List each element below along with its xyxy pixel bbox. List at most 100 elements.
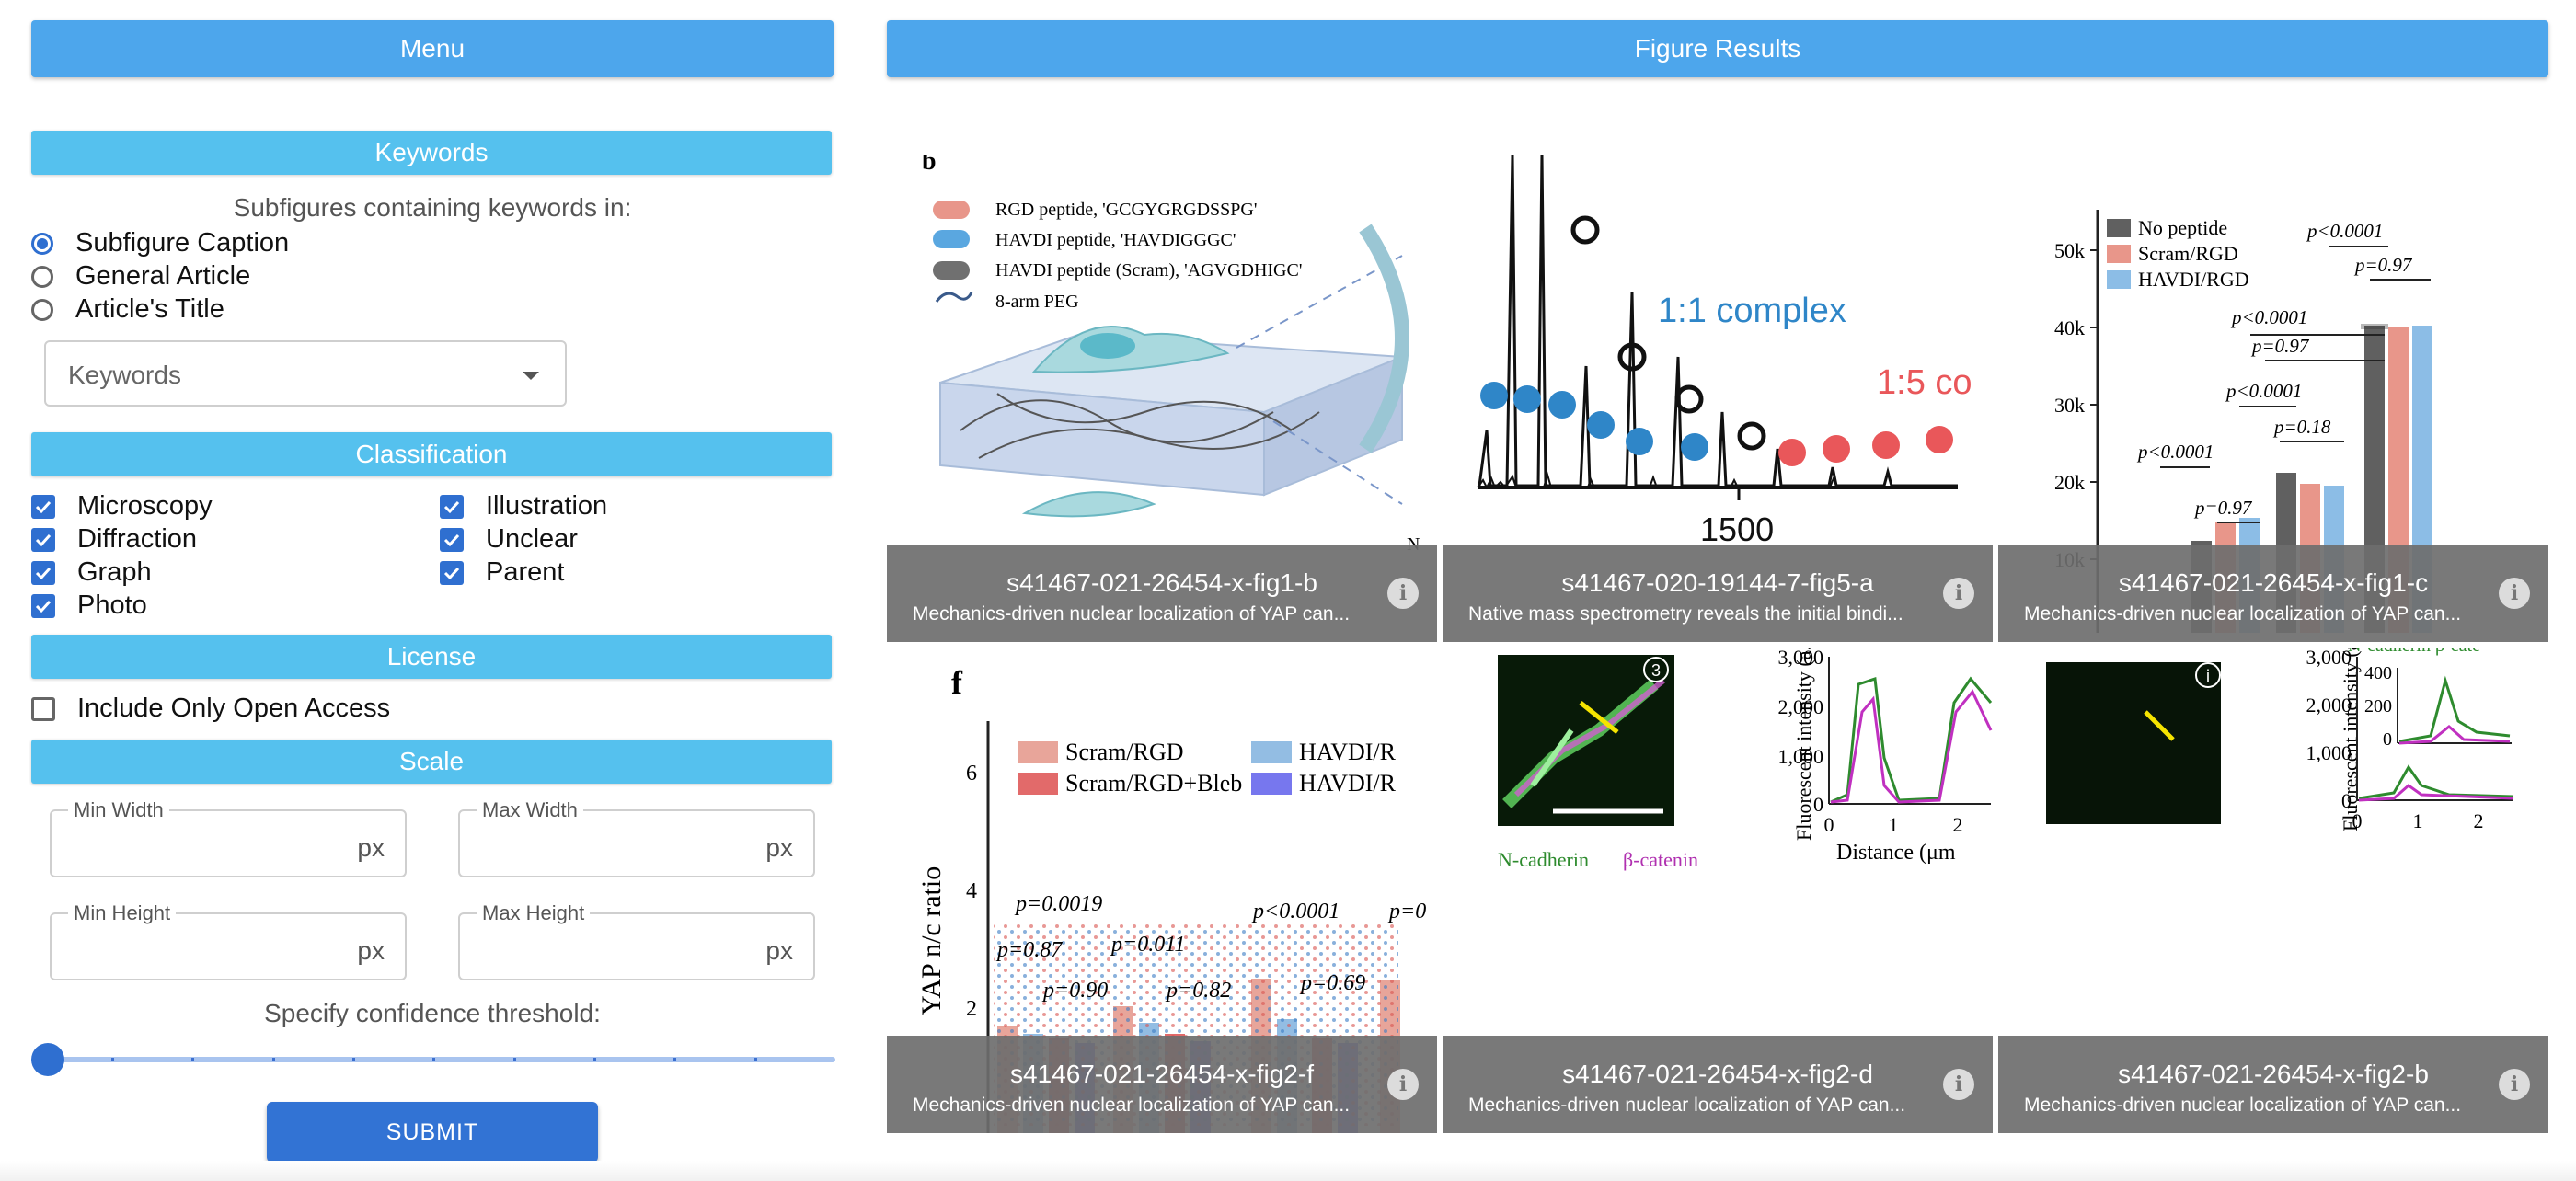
info-icon[interactable]: i bbox=[1943, 1069, 1974, 1100]
checkbox-checked-icon[interactable] bbox=[31, 593, 55, 618]
scale-heading: Scale bbox=[398, 747, 465, 775]
checkbox-label: Graph bbox=[77, 557, 152, 587]
checkbox-checked-icon[interactable] bbox=[440, 527, 464, 552]
zoom-circle bbox=[1359, 224, 1409, 453]
legend-label: Scram/RGD bbox=[2138, 242, 2238, 265]
radio-general-article[interactable]: General Article bbox=[31, 261, 250, 292]
caption-bar: s41467-020-19144-7-fig5-a Native mass sp… bbox=[1443, 545, 1993, 642]
submit-button[interactable]: SUBMIT bbox=[267, 1102, 598, 1163]
badge-circle bbox=[2195, 662, 2221, 688]
checkbox-parent[interactable]: Parent bbox=[440, 557, 564, 588]
zoom-line bbox=[1236, 255, 1403, 505]
confidence-label: Specify confidence threshold: bbox=[264, 999, 601, 1027]
channel-label: β-catenin bbox=[1623, 848, 1698, 871]
keywords-subtitle: Subfigures containing keywords in: bbox=[233, 193, 632, 222]
figure-card[interactable]: b RGD peptide, 'GCGYGRGDSSPG' HAVDI pept… bbox=[887, 155, 1437, 642]
checkbox-open-access[interactable]: Include Only Open Access bbox=[31, 694, 390, 724]
peak-marker bbox=[1778, 439, 1806, 466]
p-value-label: p=0.0019 bbox=[1014, 892, 1102, 916]
keywords-select[interactable]: Keywords bbox=[44, 340, 567, 407]
p-value-label: p=0.97 bbox=[2250, 335, 2310, 357]
p-value-label: p<0.0001 bbox=[2306, 220, 2383, 242]
info-icon[interactable]: i bbox=[1943, 578, 1974, 609]
caption-bar: s41467-021-26454-x-fig2-d Mechanics-driv… bbox=[1443, 1036, 1993, 1133]
legend-swatch bbox=[2107, 245, 2131, 263]
figure-card[interactable]: 1:1 complex 1:5 co 1500 s41467-020-19144… bbox=[1443, 155, 1993, 642]
radio-unchecked-icon[interactable] bbox=[31, 298, 53, 321]
figure-card[interactable]: 3 N-cadherin β-catenin Fluorescent inten… bbox=[1443, 648, 1993, 1133]
figure-id: s41467-021-26454-x-fig2-f bbox=[1010, 1060, 1314, 1088]
p-value-label: p=0.18 bbox=[2272, 416, 2331, 438]
intensity-line bbox=[2358, 784, 2514, 802]
checkbox-checked-icon[interactable] bbox=[31, 560, 55, 585]
legend-swatch bbox=[2107, 270, 2131, 289]
checkbox-diffraction[interactable]: Diffraction bbox=[31, 524, 197, 555]
slider-thumb[interactable] bbox=[31, 1043, 64, 1076]
checkbox-unchecked-icon[interactable] bbox=[31, 696, 55, 721]
unit-label: px bbox=[357, 936, 385, 965]
x-tick-label: 1 bbox=[2413, 809, 2423, 832]
page-bottom-shadow bbox=[0, 1161, 2576, 1181]
checkbox-checked-icon[interactable] bbox=[440, 494, 464, 519]
checkbox-checked-icon[interactable] bbox=[440, 560, 464, 585]
radio-unchecked-icon[interactable] bbox=[31, 265, 53, 288]
channel-label: N-cadherin bbox=[1498, 848, 1589, 871]
min-width-field[interactable]: Min Width px bbox=[50, 798, 407, 877]
radio-article-title[interactable]: Article's Title bbox=[31, 294, 224, 325]
caption-bar: s41467-021-26454-x-fig1-b Mechanics-driv… bbox=[887, 545, 1437, 642]
max-width-field[interactable]: Max Width px bbox=[458, 798, 815, 877]
checkbox-illustration[interactable]: Illustration bbox=[440, 491, 607, 522]
y-tick-label: 1,000 bbox=[2306, 741, 2352, 764]
legend-swatch bbox=[1018, 773, 1058, 795]
license-heading: License bbox=[386, 642, 477, 671]
x-tick-label: 2 bbox=[2474, 809, 2484, 832]
x-tick-label: 1500 bbox=[1700, 510, 1774, 548]
checkbox-graph[interactable]: Graph bbox=[31, 557, 152, 588]
polymer-strand bbox=[978, 411, 1320, 459]
confidence-slider[interactable] bbox=[31, 1043, 835, 1076]
badge-label: 3 bbox=[1651, 661, 1661, 680]
radio-subfigure-caption[interactable]: Subfigure Caption bbox=[31, 228, 289, 258]
annotation: 1:5 co bbox=[1877, 363, 1972, 402]
peak-marker bbox=[1926, 426, 1953, 453]
caption-bar: s41467-021-26454-x-fig1-c Mechanics-driv… bbox=[1998, 545, 2548, 642]
info-icon[interactable]: i bbox=[1387, 1069, 1419, 1100]
y-tick-label: 4 bbox=[966, 879, 977, 903]
y-tick-label: 2,000 bbox=[2306, 694, 2352, 717]
radio-checked-icon[interactable] bbox=[31, 232, 53, 255]
checkbox-unclear[interactable]: Unclear bbox=[440, 524, 578, 555]
legend-swatch bbox=[933, 261, 970, 280]
figure-card[interactable]: i N-cadherin β-cate Fluorescent intensit… bbox=[1998, 648, 2548, 1133]
checkbox-microscopy[interactable]: Microscopy bbox=[31, 491, 213, 522]
figure-id: s41467-021-26454-x-fig1-b bbox=[1006, 568, 1317, 597]
figure-caption: Mechanics-driven nuclear localization of… bbox=[913, 603, 1351, 625]
chevron-down-icon[interactable] bbox=[523, 372, 539, 380]
radio-label: Article's Title bbox=[75, 294, 224, 324]
figure-card[interactable]: 50k 40k 30k 20k 10k No peptide Scram/RGD… bbox=[1998, 155, 2548, 642]
peak-marker bbox=[1823, 435, 1850, 463]
radio-label: Subfigure Caption bbox=[75, 228, 290, 258]
figure-card[interactable]: f 6 4 2 YAP n/c ratio Scram/RGD Scram/RG… bbox=[887, 648, 1437, 1133]
line-profile-marker bbox=[1579, 701, 1619, 734]
info-icon[interactable]: i bbox=[2499, 1069, 2530, 1100]
peak-marker bbox=[1570, 215, 1600, 245]
caption-bar: s41467-021-26454-x-fig2-b Mechanics-driv… bbox=[1998, 1036, 2548, 1133]
min-height-label: Min Height bbox=[68, 901, 177, 925]
panel-letter: f bbox=[951, 664, 963, 701]
scale-section-header: Scale bbox=[31, 740, 832, 784]
checkbox-photo[interactable]: Photo bbox=[31, 590, 147, 621]
legend-label: HAVDI peptide, 'HAVDIGGGC' bbox=[995, 230, 1236, 250]
checkbox-checked-icon[interactable] bbox=[31, 527, 55, 552]
polymer-strand bbox=[996, 393, 1293, 431]
checkbox-checked-icon[interactable] bbox=[31, 494, 55, 519]
keywords-section-header: Keywords bbox=[31, 131, 832, 175]
min-height-field[interactable]: Min Height px bbox=[50, 901, 407, 980]
max-height-field[interactable]: Max Height px bbox=[458, 901, 815, 980]
dot-cluster bbox=[2361, 324, 2388, 329]
keywords-heading: Keywords bbox=[374, 138, 489, 166]
info-icon[interactable]: i bbox=[2499, 578, 2530, 609]
legend-label: HAVDI peptide (Scram), 'AGVGDHIGC' bbox=[995, 260, 1302, 281]
info-icon[interactable]: i bbox=[1387, 578, 1419, 609]
p-value-label: p=0.87 bbox=[995, 938, 1063, 962]
figure-id: s41467-021-26454-x-fig2-b bbox=[2118, 1060, 2429, 1088]
